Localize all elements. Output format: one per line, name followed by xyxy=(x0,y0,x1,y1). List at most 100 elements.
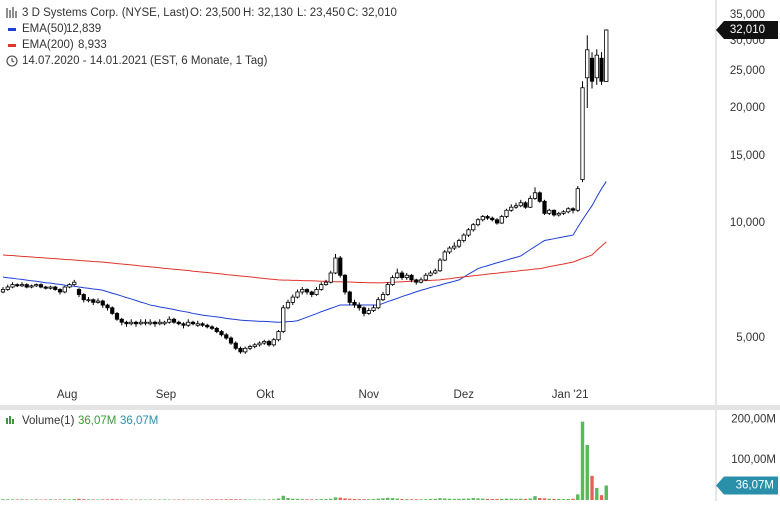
candle-body xyxy=(44,287,47,288)
volume-bar xyxy=(82,499,85,500)
volume-bar xyxy=(324,499,327,500)
candle-body xyxy=(68,285,71,287)
candle-body xyxy=(263,341,266,343)
volume-bar xyxy=(239,499,242,500)
candle-body xyxy=(386,285,389,295)
volume-bar xyxy=(58,499,61,500)
candle-body xyxy=(410,275,413,280)
candle-body xyxy=(476,220,479,225)
y-tick-label: 100,00M xyxy=(731,454,776,466)
candle-body xyxy=(168,319,171,322)
candle-body xyxy=(372,308,375,311)
candle-body xyxy=(225,335,228,338)
x-tick-label: Aug xyxy=(57,389,77,401)
candle-body xyxy=(149,322,152,324)
volume-bar xyxy=(443,498,446,500)
volume-bar xyxy=(353,499,356,500)
candle-body xyxy=(106,305,109,308)
legend-swatch xyxy=(8,28,16,31)
candle-body xyxy=(92,300,95,303)
volume-bar xyxy=(486,499,489,500)
volume-bar xyxy=(438,498,441,500)
volume-bar xyxy=(448,499,451,500)
candle-body xyxy=(1,289,4,291)
x-tick-label: Jan '21 xyxy=(552,389,589,401)
candle-body xyxy=(282,308,285,332)
y-tick-label: 10,000 xyxy=(730,217,765,229)
volume-bar xyxy=(35,499,38,500)
volume-bar xyxy=(400,499,403,500)
legend-value: 8,933 xyxy=(78,39,107,51)
y-tick-label: 25,000 xyxy=(730,65,765,77)
volume-bar xyxy=(329,499,332,500)
close-label: C: 32,010 xyxy=(347,7,397,19)
low-label: L: 23,450 xyxy=(297,7,345,19)
candle-body xyxy=(500,217,503,224)
volume-bar xyxy=(68,499,71,500)
candle-body xyxy=(163,322,166,324)
candle-body xyxy=(348,292,351,302)
candle-body xyxy=(139,322,142,324)
volume-bar xyxy=(305,499,308,500)
candle-body xyxy=(73,282,76,284)
candle-body xyxy=(272,340,275,345)
volume-bar xyxy=(505,499,508,500)
candle-body xyxy=(343,275,346,292)
date-range: 14.07.2020 - 14.01.2021 xyxy=(22,55,147,67)
range-note: (EST, 6 Monate, 1 Tag) xyxy=(150,55,268,67)
volume-bar xyxy=(282,496,285,500)
candle-body xyxy=(301,289,304,291)
candle-body xyxy=(315,289,318,294)
candle-body xyxy=(253,345,256,347)
candle-body xyxy=(201,324,204,326)
candle-body xyxy=(353,302,356,305)
candle-body xyxy=(244,348,247,352)
open-label: O: 23,500 xyxy=(190,7,241,19)
volume-bar xyxy=(500,499,503,500)
candle-body xyxy=(529,198,532,207)
volume-bar xyxy=(367,499,370,500)
candle-body xyxy=(367,311,370,314)
volume-bar xyxy=(11,499,14,500)
x-tick-label: Dez xyxy=(454,389,475,401)
candle-body xyxy=(453,246,456,248)
volume-bar xyxy=(272,499,275,500)
candle-body xyxy=(310,292,313,295)
candle-body xyxy=(557,213,560,215)
candle-body xyxy=(339,258,342,275)
candle-body xyxy=(377,300,380,308)
candle-body xyxy=(144,322,147,323)
candle-body xyxy=(510,207,513,210)
candle-body xyxy=(576,189,579,211)
volume-bar xyxy=(605,486,608,500)
volume-bar xyxy=(410,499,413,500)
y-tick-label: 35,000 xyxy=(730,9,765,21)
candle-body xyxy=(120,319,123,322)
volume-bar xyxy=(434,499,437,500)
candle-body xyxy=(206,325,209,327)
candle-body xyxy=(586,50,589,78)
volume-title: Volume(1) xyxy=(22,415,75,427)
legend-value: 12,839 xyxy=(66,23,101,35)
volume-bar xyxy=(396,499,399,500)
volume-bar xyxy=(481,499,484,500)
candle-body xyxy=(25,285,28,287)
volume-bar xyxy=(462,499,465,500)
volume-bar xyxy=(63,499,66,500)
volume-bar xyxy=(315,499,318,500)
candle-body xyxy=(472,225,475,230)
legend-swatch xyxy=(8,44,16,47)
volume-bar xyxy=(424,499,427,500)
candle-body xyxy=(434,271,437,273)
y-tick-label: 20,000 xyxy=(730,102,765,114)
candle-body xyxy=(291,297,294,302)
candle-body xyxy=(177,322,180,324)
candle-body xyxy=(286,302,289,307)
volume-bar xyxy=(163,499,166,500)
volume-bar xyxy=(301,499,304,500)
candle-body xyxy=(6,287,9,289)
candle-body xyxy=(505,210,508,216)
volume-bar xyxy=(215,499,218,500)
volume-bar xyxy=(386,498,389,500)
volume-bar xyxy=(115,499,118,500)
